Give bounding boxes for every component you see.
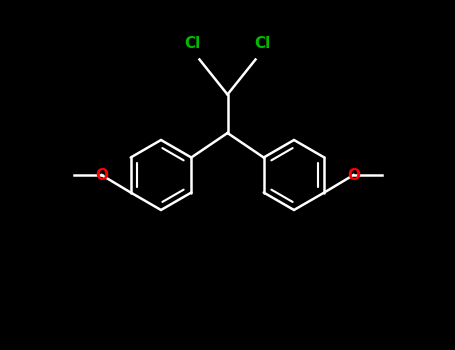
Text: Cl: Cl <box>184 36 201 51</box>
Text: Cl: Cl <box>254 36 271 51</box>
Text: O: O <box>95 168 108 182</box>
Text: O: O <box>347 168 360 182</box>
